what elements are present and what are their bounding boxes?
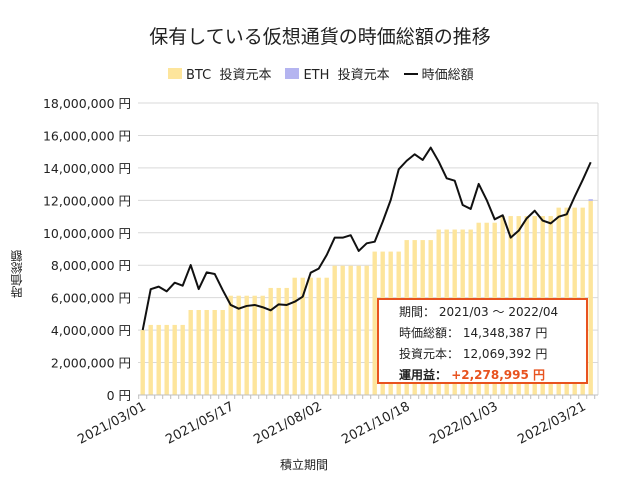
btc-bar xyxy=(364,265,369,395)
period-row: 期間： 2021/03 ～ 2022/04 xyxy=(379,302,586,323)
market-value-row: 時価総額： 14,348,387 円 xyxy=(379,323,586,344)
btc-bar xyxy=(372,251,377,395)
btc-bar xyxy=(220,309,225,395)
legend-item-btc: BTC 投資元本 xyxy=(168,64,271,83)
btc-bar xyxy=(156,324,161,395)
btc-bar xyxy=(172,324,177,395)
btc-bar xyxy=(308,277,313,395)
period-label: 期間： xyxy=(399,305,436,319)
x-tick-label: 2022/01/03 xyxy=(427,399,500,447)
btc-bar xyxy=(348,265,353,395)
eth-swatch xyxy=(285,68,300,79)
profit-row: 運用益： +2,278,995 円 xyxy=(379,365,586,386)
btc-bar xyxy=(252,295,257,395)
btc-bar xyxy=(140,330,145,395)
period-value: 2021/03 ～ 2022/04 xyxy=(438,305,559,319)
market-value: 14,348,387 円 xyxy=(462,326,548,340)
chart-title: 保有している仮想通貨の時価総額の推移 xyxy=(149,26,491,48)
legend-item-eth: ETH 投資元本 xyxy=(285,64,390,83)
btc-bar xyxy=(276,287,281,395)
btc-bar xyxy=(316,277,321,395)
btc-bar xyxy=(340,265,345,395)
eth-bar xyxy=(588,199,593,201)
btc-bar xyxy=(244,295,249,395)
y-tick-label: 2,000,000 円 xyxy=(51,356,131,371)
y-tick-label: 6,000,000 円 xyxy=(51,291,131,306)
x-tick-label: 2021/08/02 xyxy=(251,399,324,447)
x-tick-label: 2021/10/18 xyxy=(339,399,412,447)
market-value-label: 時価総額： xyxy=(399,326,460,340)
y-tick-label: 4,000,000 円 xyxy=(51,323,131,338)
y-tick-label: 8,000,000 円 xyxy=(51,258,131,273)
y-tick-label: 14,000,000 円 xyxy=(43,161,131,176)
btc-bar xyxy=(268,287,273,395)
market-value-line xyxy=(141,146,592,331)
btc-bar xyxy=(228,295,233,395)
btc-bar xyxy=(588,200,593,395)
line-swatch xyxy=(403,72,418,75)
summary-box: 期間： 2021/03 ～ 2022/04 時価総額： 14,348,387 円… xyxy=(377,298,588,384)
btc-bar xyxy=(300,277,305,395)
legend-label-btc: BTC 投資元本 xyxy=(186,68,272,83)
y-tick-label: 16,000,000 円 xyxy=(43,128,131,143)
btc-bar xyxy=(164,324,169,395)
principal-label: 投資元本： xyxy=(399,347,460,361)
btc-bar xyxy=(148,324,153,395)
btc-bar xyxy=(180,324,185,395)
x-tick-label: 2021/03/01 xyxy=(75,399,148,447)
profit-label: 運用益： xyxy=(399,368,448,382)
btc-bar xyxy=(188,309,193,395)
x-tick-label: 2021/05/17 xyxy=(163,399,236,447)
y-tick-label: 10,000,000 円 xyxy=(43,226,131,241)
profit-value: +2,278,995 円 xyxy=(451,368,546,382)
legend-label-eth: ETH 投資元本 xyxy=(303,68,390,83)
btc-bar xyxy=(260,295,265,395)
btc-bar xyxy=(212,309,217,395)
btc-bar xyxy=(356,265,361,395)
legend-label-value: 時価総額 xyxy=(421,68,474,83)
y-axis-title: 時価総額 xyxy=(10,250,24,298)
principal-row: 投資元本： 12,069,392 円 xyxy=(379,344,586,365)
btc-bar xyxy=(196,309,201,395)
legend-item-value: 時価総額 xyxy=(403,64,474,83)
btc-bar xyxy=(332,265,337,395)
x-axis-title: 積立期間 xyxy=(280,458,329,472)
legend: BTC 投資元本 ETH 投資元本 時価総額 xyxy=(168,64,488,83)
y-tick-label: 0 円 xyxy=(107,388,131,403)
y-tick-label: 18,000,000 円 xyxy=(43,96,131,111)
btc-bar xyxy=(236,295,241,395)
x-tick-label: 2022/03/21 xyxy=(515,399,588,447)
btc-swatch xyxy=(168,68,182,79)
btc-bar xyxy=(204,309,209,395)
btc-bar xyxy=(324,277,329,395)
btc-bar xyxy=(284,287,289,395)
principal-value: 12,069,392 円 xyxy=(462,347,548,361)
y-tick-label: 12,000,000 円 xyxy=(43,193,131,208)
btc-bar xyxy=(292,277,297,395)
